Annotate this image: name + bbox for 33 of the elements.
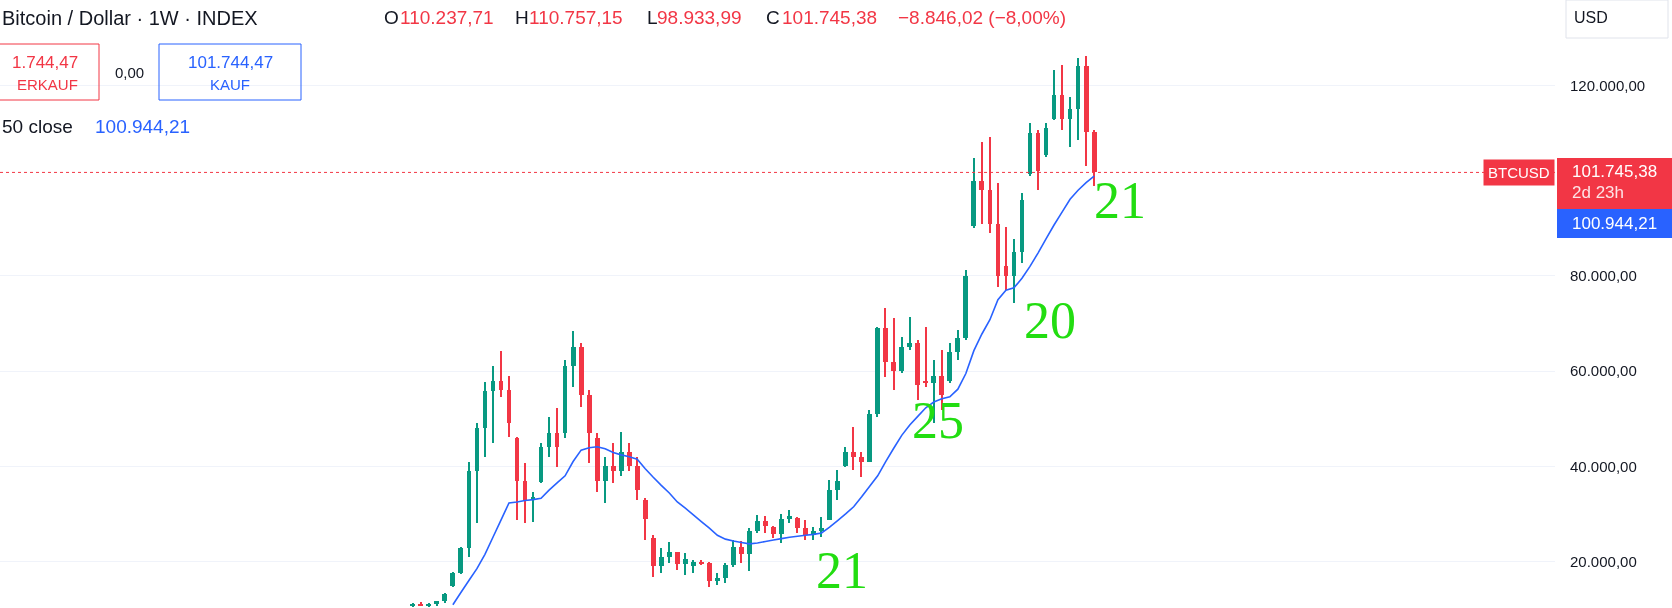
- annotation: 110.237,71: [400, 7, 494, 28]
- annotation: 100.944,21: [95, 116, 191, 137]
- ref-line-label: BTCUSD: [1488, 164, 1550, 181]
- text: 101.745,38: [1572, 162, 1658, 181]
- y-tick-label: 80.000,00: [1570, 267, 1637, 285]
- candlestick: [923, 327, 928, 387]
- annotation: 101.744,47: [188, 53, 274, 72]
- y-tick-label: 40.000,00: [1570, 457, 1637, 475]
- annotation: 20: [1024, 292, 1076, 349]
- text: USD: [1574, 9, 1608, 26]
- y-tick-label: 20.000,00: [1570, 552, 1637, 570]
- annotation: −8.846,02 (−8,00%): [898, 7, 1066, 28]
- y-tick-label: 60.000,00: [1570, 362, 1637, 380]
- annotation: KAUF: [210, 76, 251, 93]
- text: 2d 23h: [1572, 183, 1624, 202]
- chart-title: Bitcoin / Dollar · 1W · INDEX: [2, 7, 258, 29]
- text: 100.944,21: [1572, 214, 1658, 233]
- annotation: 98.933,99: [657, 7, 742, 28]
- annotation: 110.757,15: [529, 7, 623, 28]
- annotation: C: [766, 7, 780, 28]
- annotation: 21: [1094, 172, 1146, 229]
- annotation: ERKAUF: [17, 76, 78, 93]
- y-tick-label: 120.000,00: [1570, 76, 1646, 94]
- line-series: [452, 175, 1095, 606]
- annotation: H: [515, 7, 529, 28]
- annotation: 0,00: [115, 64, 145, 81]
- annotation: O: [384, 7, 399, 28]
- annotation: 25: [912, 392, 964, 449]
- annotation: 50 close: [2, 116, 73, 137]
- annotation: 21: [816, 542, 868, 599]
- annotation: L: [647, 7, 658, 28]
- annotation: 101.745,38: [782, 7, 878, 28]
- annotation: 1.744,47: [12, 53, 79, 72]
